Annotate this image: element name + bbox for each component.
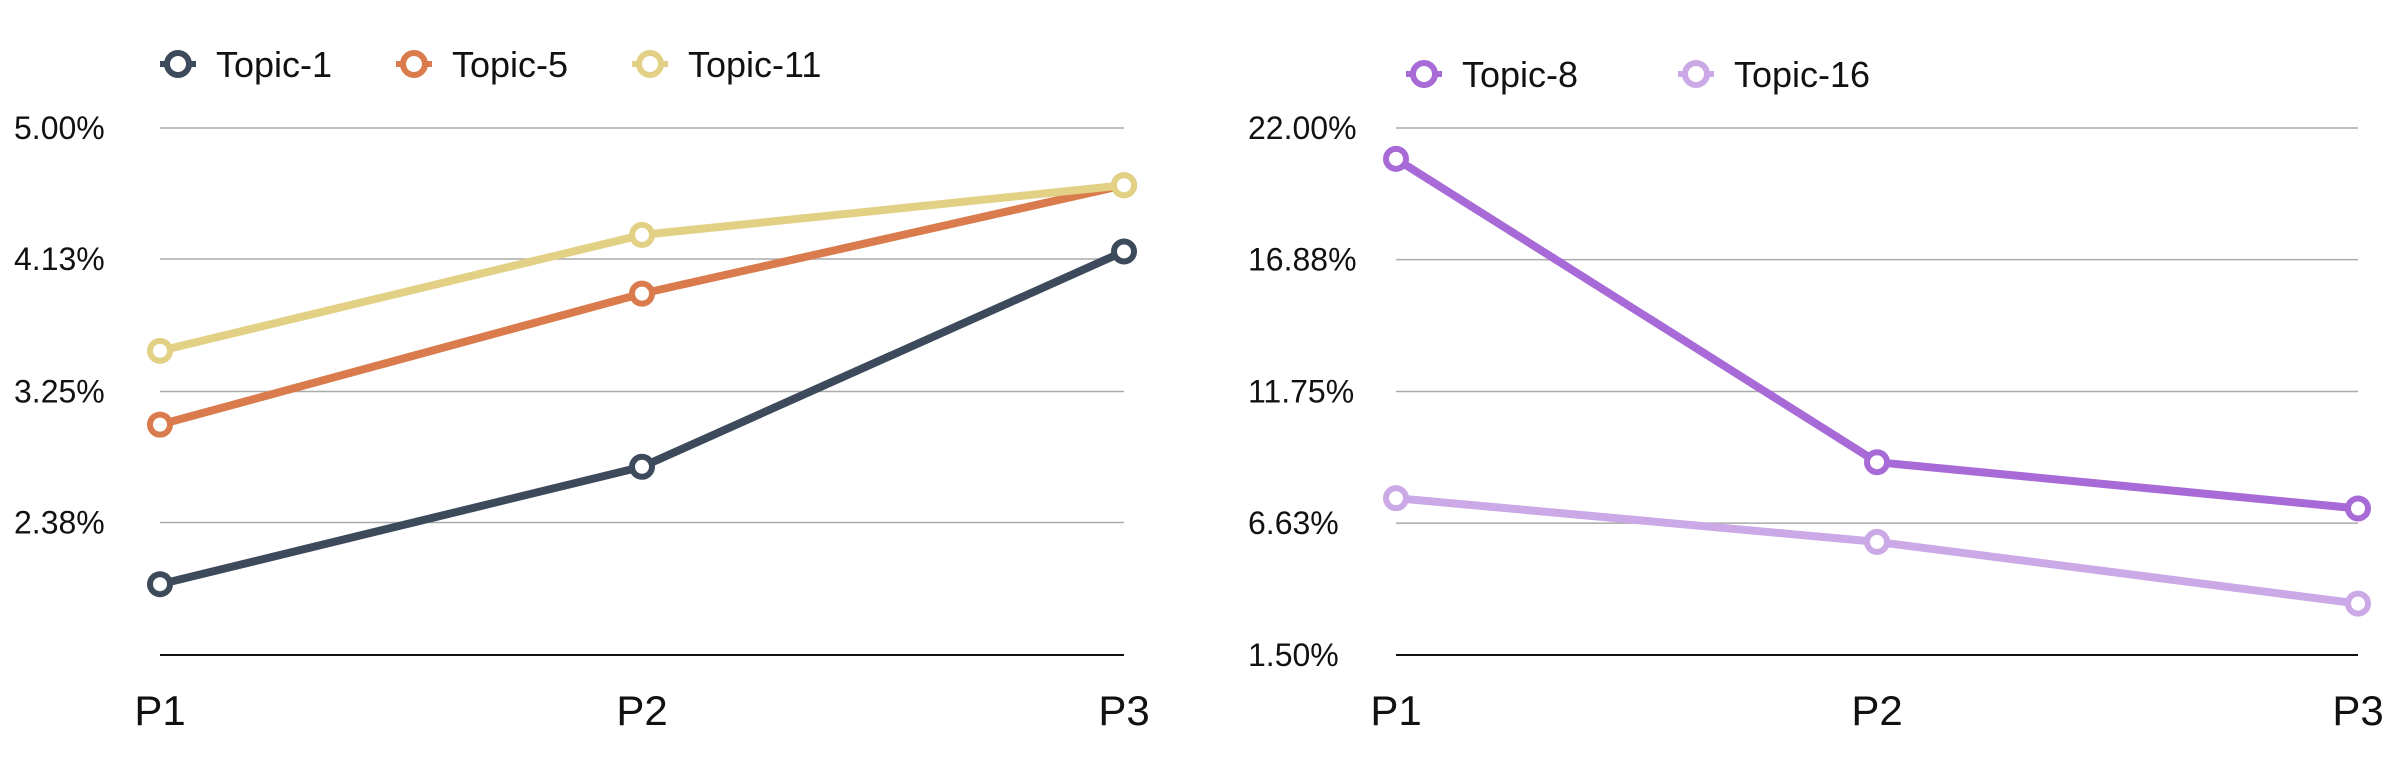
data-point bbox=[2345, 495, 2371, 522]
x-tick-label: P3 bbox=[2332, 687, 2383, 734]
data-point bbox=[1864, 528, 1890, 555]
legend-marker bbox=[636, 50, 664, 78]
data-point bbox=[147, 411, 173, 438]
legend-label: Topic-5 bbox=[452, 44, 568, 85]
y-tick-label: 6.63% bbox=[1248, 505, 1339, 541]
y-tick-label: 3.25% bbox=[14, 374, 105, 410]
legend-marker bbox=[1410, 60, 1438, 88]
chart-2: 1.50% 6.63% 11.75% 16.88% 22.00% P1 P2 P3 Topic-… bbox=[1248, 54, 2384, 734]
y-tick-label: 2.38% bbox=[14, 504, 105, 540]
data-point bbox=[1111, 172, 1137, 199]
data-point bbox=[629, 453, 655, 480]
series-line-Topic-11 bbox=[156, 181, 1128, 355]
data-point bbox=[1864, 449, 1890, 476]
y-tick-label: 5.00% bbox=[14, 110, 105, 146]
x-tick-label: P2 bbox=[1851, 687, 1902, 734]
y-tick-label: 1.50% bbox=[1248, 637, 1339, 673]
data-point bbox=[629, 221, 655, 248]
legend-marker bbox=[1682, 60, 1710, 88]
data-point bbox=[2345, 590, 2371, 617]
data-point bbox=[629, 280, 655, 307]
legend-label: Topic-11 bbox=[688, 44, 821, 85]
x-tick-label: P2 bbox=[616, 687, 667, 734]
y-tick-label: 16.88% bbox=[1248, 242, 1357, 278]
x-tick-label: P1 bbox=[1370, 687, 1421, 734]
data-point bbox=[1383, 485, 1409, 512]
y-tick-label: 22.00% bbox=[1248, 110, 1357, 146]
data-point bbox=[147, 337, 173, 364]
chart-1: 2.38% 3.25% 4.13% 5.00% P1 P2 P3 Topic-1 Topic-5… bbox=[14, 44, 1150, 734]
data-point bbox=[1111, 238, 1137, 265]
data-point bbox=[1383, 145, 1409, 172]
data-point bbox=[147, 571, 173, 598]
legend-label: Topic-16 bbox=[1734, 54, 1870, 95]
legend-label: Topic-8 bbox=[1462, 54, 1578, 95]
legend-label: Topic-1 bbox=[216, 44, 332, 85]
x-tick-label: P1 bbox=[134, 687, 185, 734]
legend-marker bbox=[400, 50, 428, 78]
legend-marker bbox=[164, 50, 192, 78]
y-tick-label: 11.75% bbox=[1248, 374, 1354, 410]
y-tick-label: 4.13% bbox=[14, 241, 105, 277]
x-tick-label: P3 bbox=[1098, 687, 1149, 734]
